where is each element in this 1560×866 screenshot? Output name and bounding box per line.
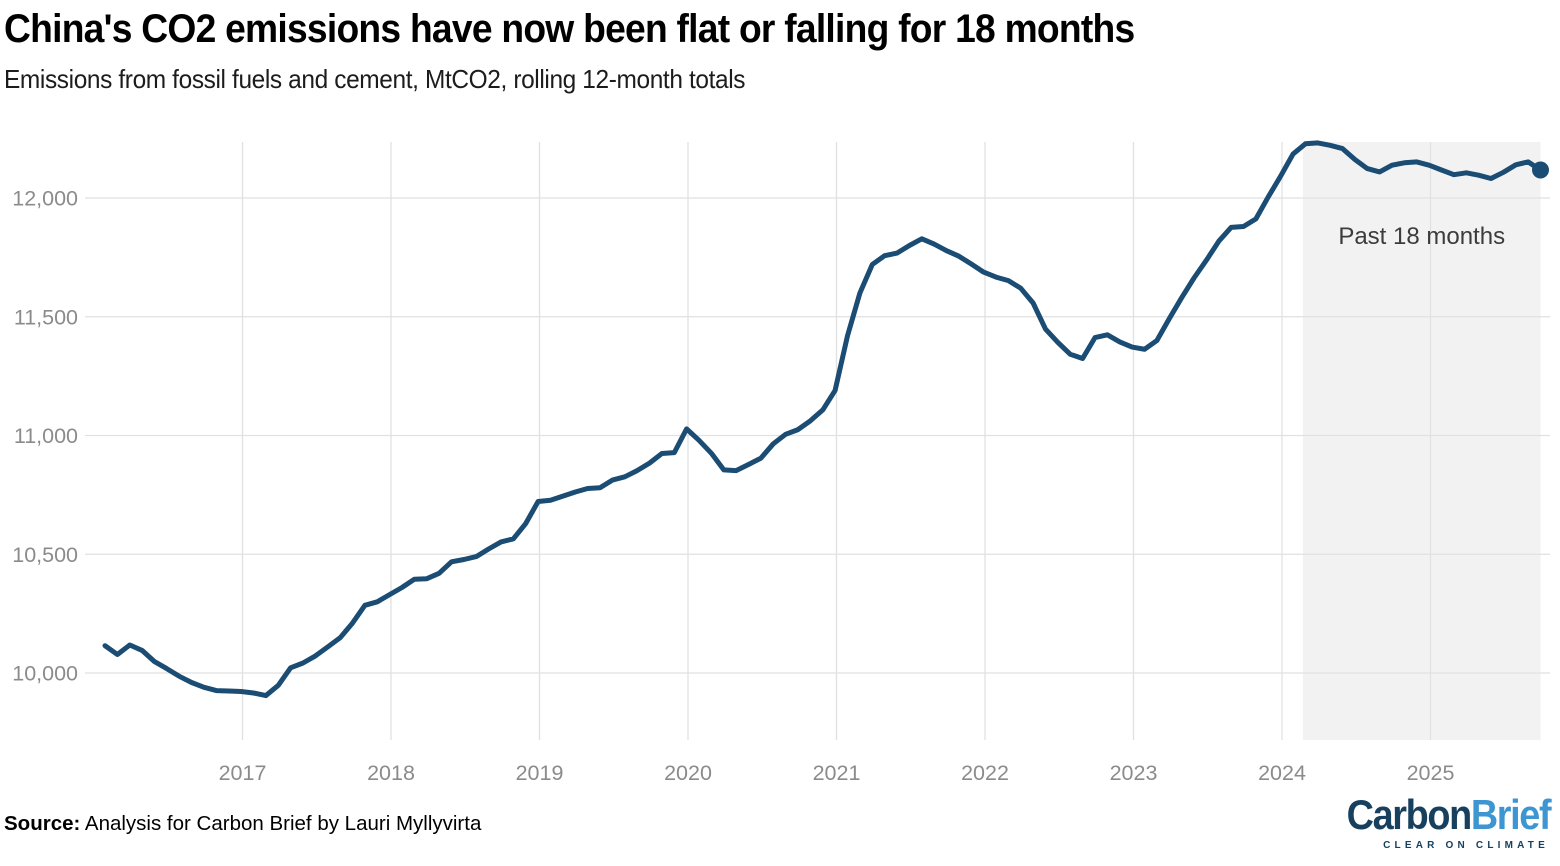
x-tick-label: 2023 (1110, 761, 1158, 785)
x-tick-label: 2017 (219, 761, 267, 785)
x-tick-label: 2024 (1258, 761, 1306, 785)
y-tick-label: 10,000 (12, 662, 78, 686)
logo-tagline: CLEAR ON CLIMATE (1383, 840, 1549, 851)
page-subtitle: Emissions from fossil fuels and cement, … (4, 64, 746, 94)
annotation-label: Past 18 months (1338, 223, 1505, 250)
x-tick-label: 2022 (961, 761, 1009, 785)
source-label: Source: (4, 812, 81, 835)
emissions-line (102, 140, 1543, 699)
logo-brief: Brief (1470, 791, 1552, 838)
end-point-dot (1532, 161, 1549, 179)
x-tick-label: 2019 (516, 761, 564, 785)
carbonbrief-wordmark: CarbonBrief (1346, 791, 1552, 838)
carbonbrief-logo: CarbonBrief CLEAR ON CLIMATE (1324, 791, 1552, 852)
x-tick-label: 2025 (1407, 761, 1455, 785)
source-text: Analysis for Carbon Brief by Lauri Mylly… (80, 812, 482, 835)
y-tick-label: 10,500 (12, 543, 78, 567)
x-tick-label: 2021 (813, 761, 861, 785)
y-tick-label: 11,000 (14, 424, 78, 448)
page-title: China's CO2 emissions have now been flat… (4, 7, 1135, 51)
source-line: Source: Analysis for Carbon Brief by Lau… (4, 812, 481, 836)
highlight-band (1302, 142, 1541, 740)
logo-carbon: Carbon (1346, 791, 1472, 838)
y-tick-label: 11,500 (14, 305, 78, 329)
y-tick-label: 12,000 (12, 187, 78, 211)
x-tick-label: 2020 (664, 761, 712, 785)
x-tick-label: 2018 (367, 761, 415, 785)
